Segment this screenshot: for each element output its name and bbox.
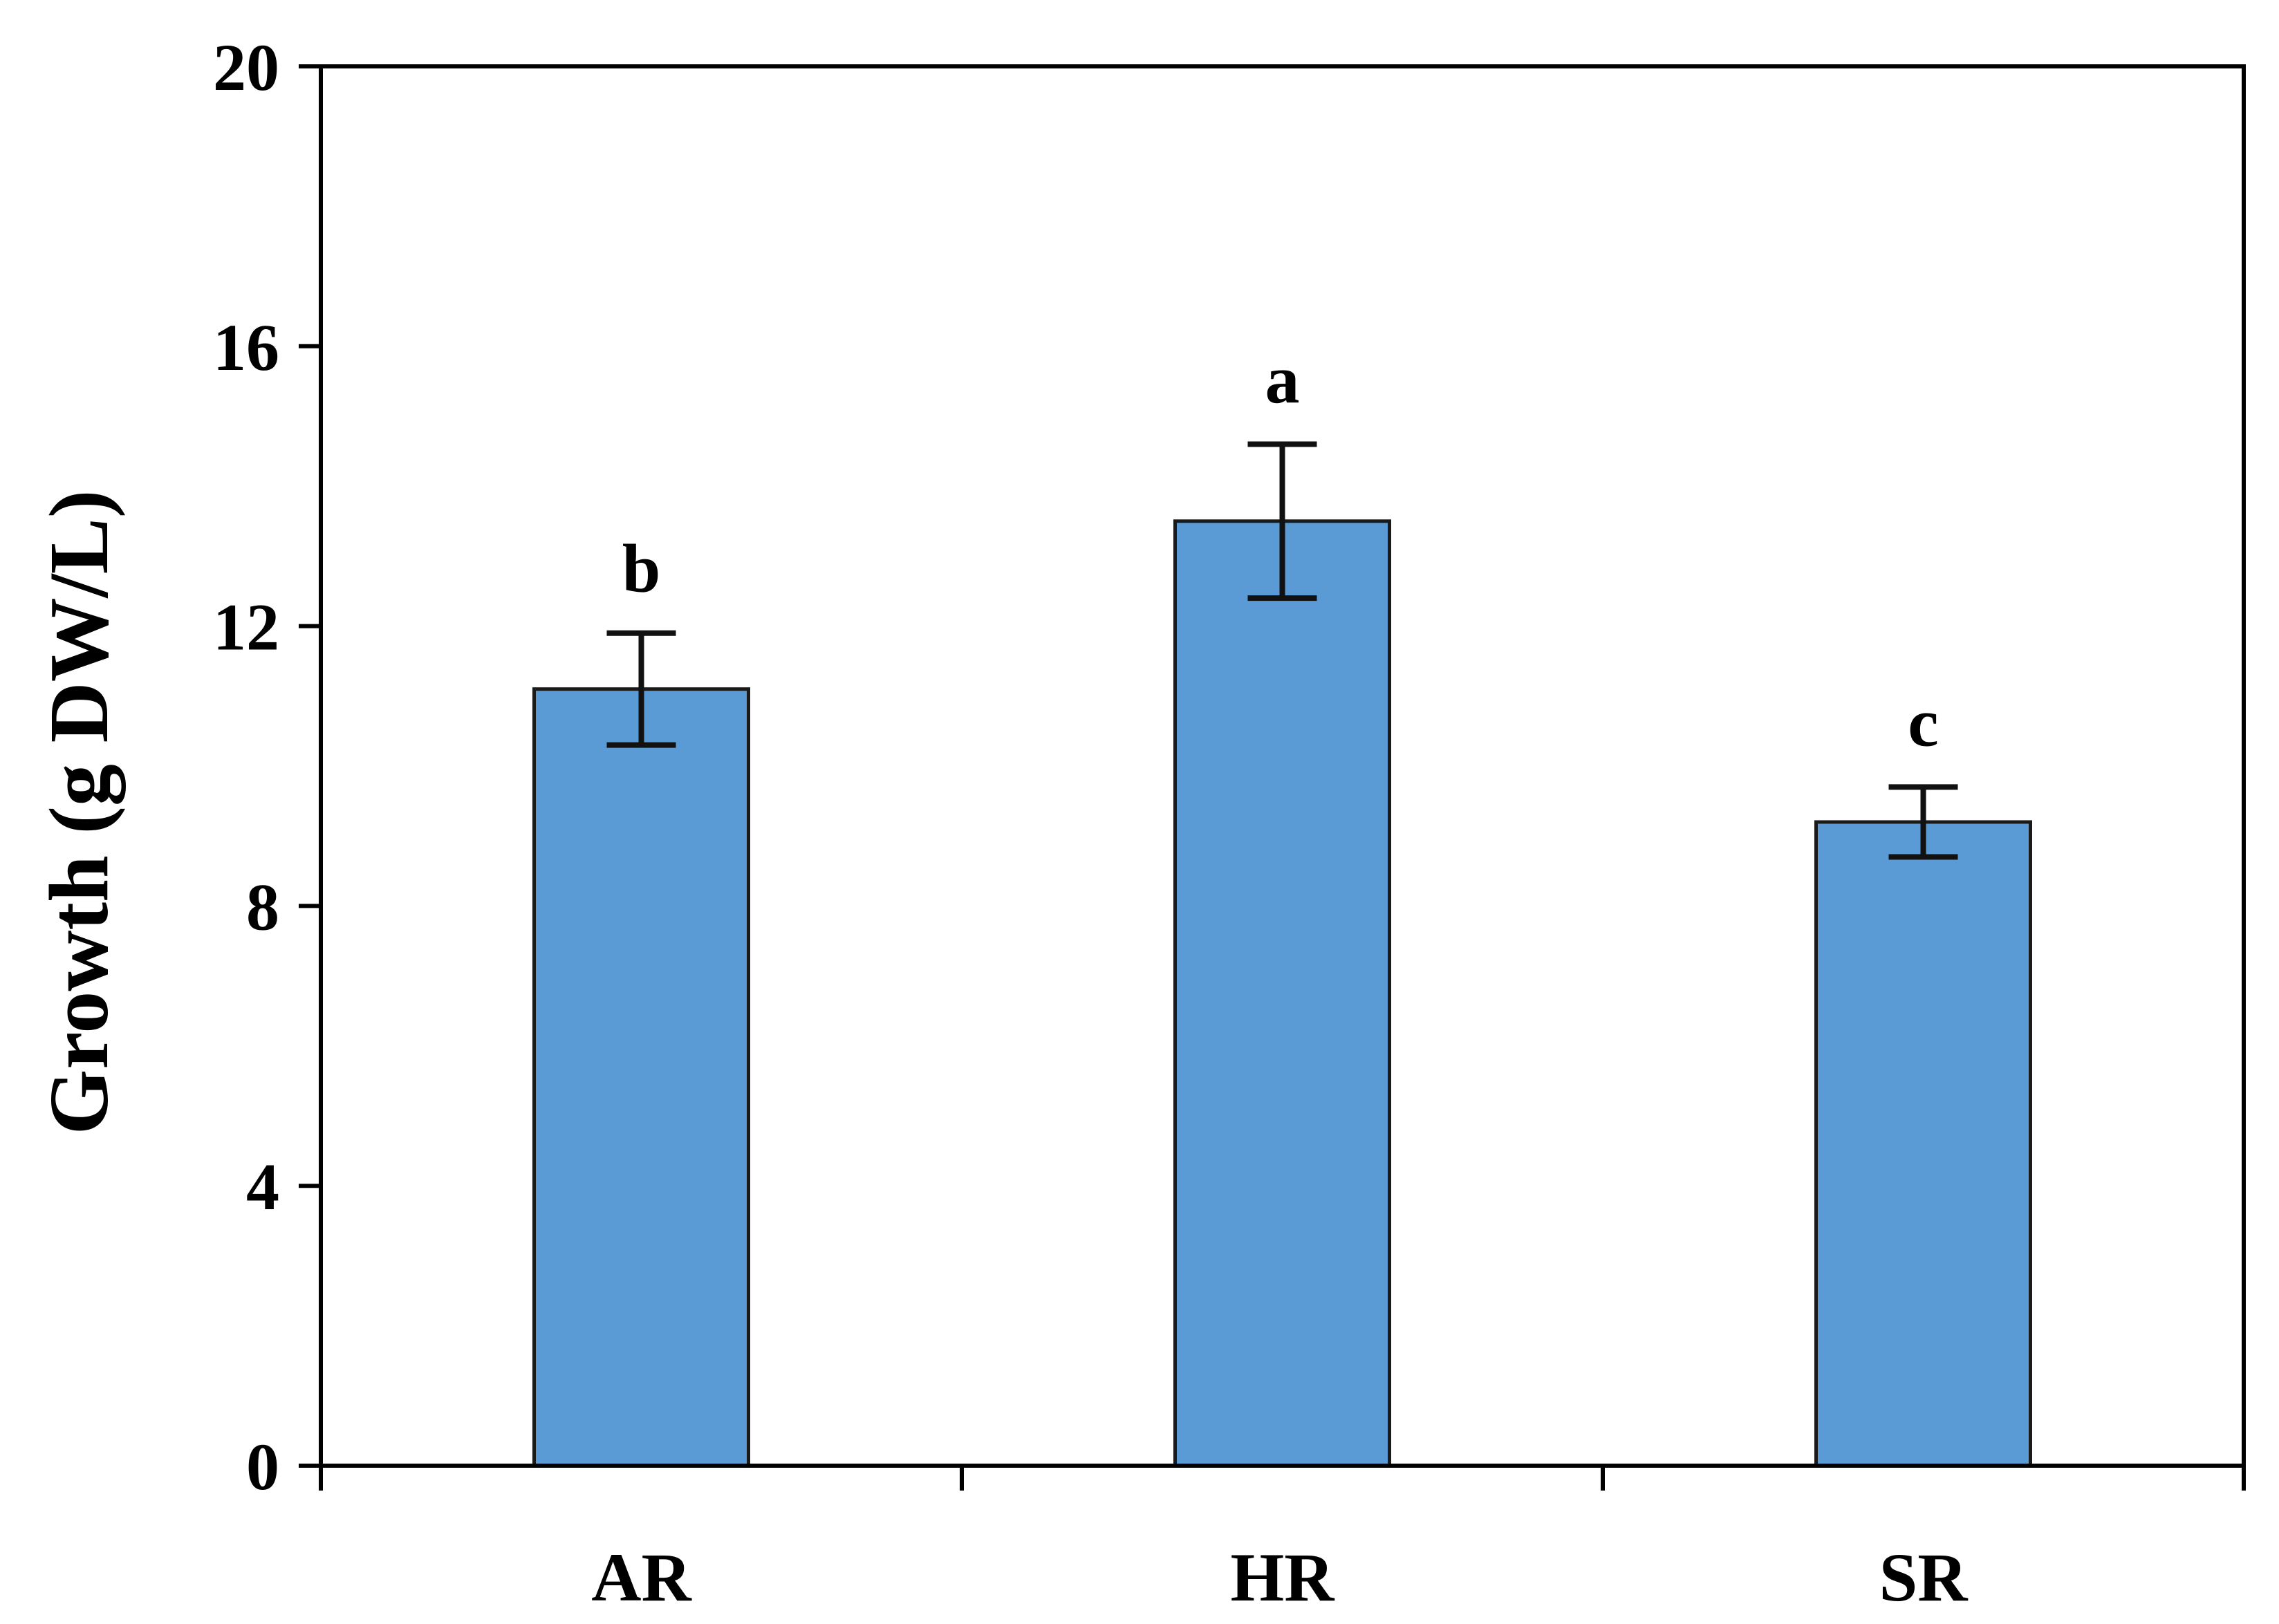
y-tick-label-12: 12 [213,590,279,664]
x-tick-label-hr: HR [1231,1539,1336,1616]
y-tick-label-16: 16 [213,310,279,384]
bar-ar [532,687,750,1468]
bar-hr [1173,519,1391,1468]
y-tick-label-0: 0 [246,1430,279,1504]
significance-label-ar: b [622,530,661,607]
y-tick-label-4: 4 [246,1150,279,1224]
plot-frame [319,64,2246,1468]
significance-label-sr: c [1908,684,1938,760]
y-tick-label-20: 20 [213,30,279,104]
x-tick-label-ar: AR [591,1539,692,1616]
y-axis-title: Growth (g DW/L) [32,489,126,1135]
bar-sr [1814,820,2032,1468]
significance-label-hr: a [1265,341,1300,418]
y-tick-label-8: 8 [246,870,279,944]
x-tick-label-sr: SR [1879,1539,1969,1616]
